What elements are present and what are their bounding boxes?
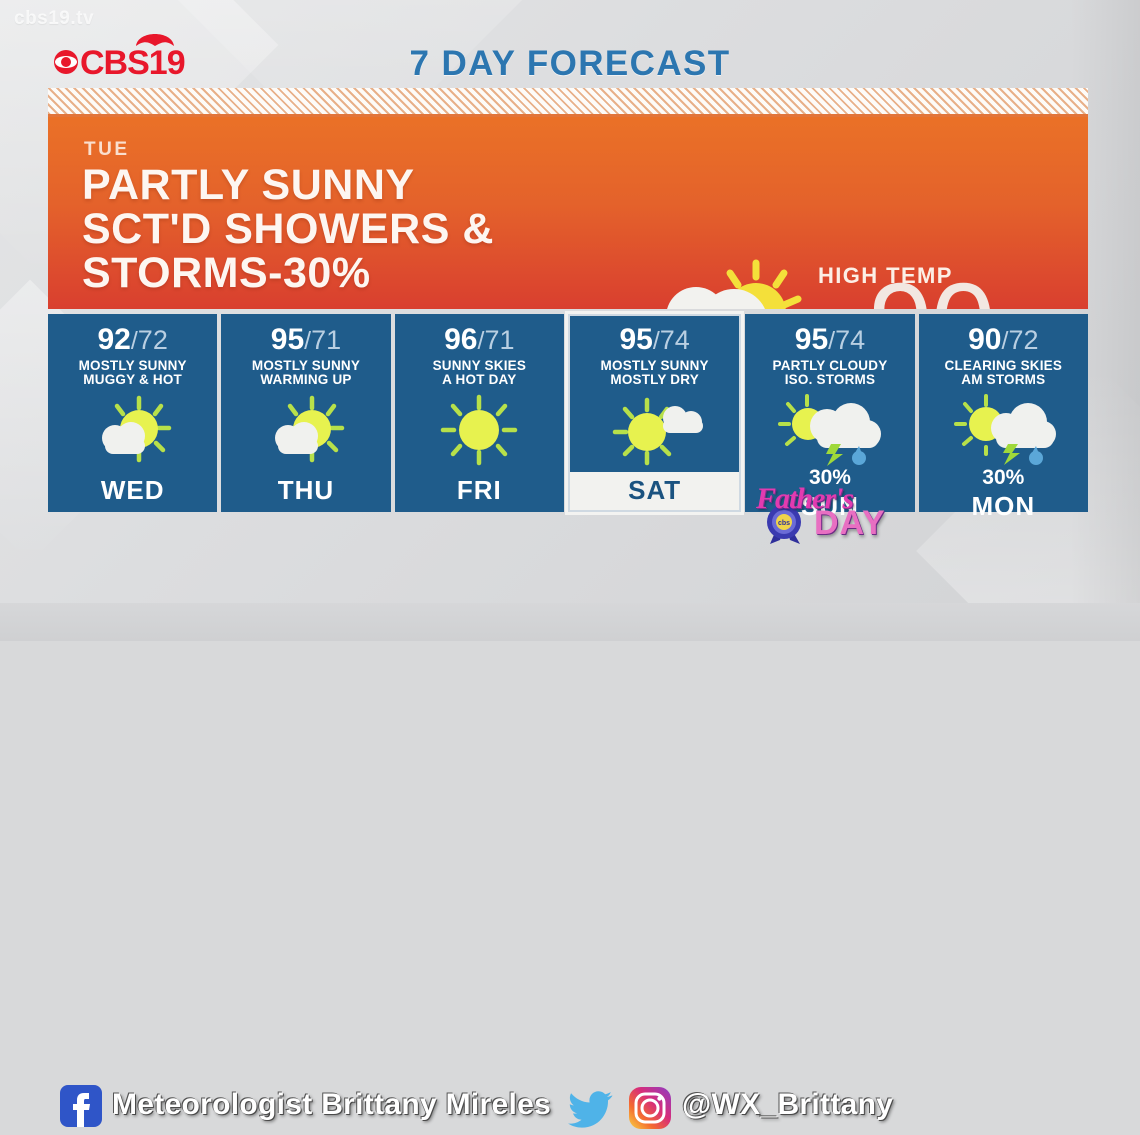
description: MOSTLY SUNNY MUGGY & HOT — [79, 359, 187, 387]
today-condition-line1: PARTLY SUNNY — [82, 161, 415, 209]
high-temp: 95 — [619, 323, 653, 356]
description-line2: AM STORMS — [961, 372, 1046, 387]
sun-behind-small-cloud-icon — [256, 394, 356, 466]
temps: 92/72 — [97, 324, 167, 357]
station-watermark: cbs19.tv — [14, 8, 95, 29]
temps: 90/72 — [968, 324, 1038, 357]
description-line1: CLEARING SKIES — [944, 358, 1063, 373]
temps: 95/74 — [619, 324, 689, 357]
description-line1: MOSTLY SUNNY — [78, 358, 187, 373]
day-name-mon: MON — [971, 491, 1036, 521]
sun-behind-thunderstorm-icon — [948, 394, 1058, 466]
forecast-card-mon[interactable]: 90/72 CLEARING SKIES AM STORMS — [918, 314, 1088, 521]
high-temp-label: HIGH TEMP — [818, 263, 953, 288]
low-temp: 72 — [1008, 325, 1039, 355]
svg-text:CBS19: CBS19 — [80, 44, 185, 82]
striped-divider — [48, 88, 1088, 117]
sun-behind-cloud-with-rain-icon — [638, 257, 828, 309]
description: MOSTLY SUNNY MOSTLY DRY — [601, 359, 709, 387]
temp-separator: / — [652, 327, 660, 355]
sun-behind-small-cloud-icon — [83, 394, 183, 466]
high-temp: 92 — [97, 323, 131, 356]
description-line1: MOSTLY SUNNY — [251, 358, 361, 373]
low-temp: 71 — [484, 325, 515, 355]
temp-separator: / — [1001, 327, 1009, 355]
description-line1: SUNNY SKIES — [432, 358, 527, 373]
description: SUNNY SKIES A HOT DAY — [433, 359, 526, 387]
low-temp: 71 — [311, 325, 342, 355]
forecast-card-fri[interactable]: 96/71 SUNNY SKIES A HOT DAY — [394, 314, 564, 512]
today-condition-line3: STORMS-30% — [82, 249, 371, 297]
forecast-card-sun[interactable]: 95/74 PARTLY CLOUDY ISO. STORMS — [745, 314, 915, 521]
low-temp: 72 — [137, 325, 168, 355]
sun-icon — [429, 394, 529, 466]
temp-separator: / — [477, 327, 485, 355]
description: MOSTLY SUNNY WARMING UP — [252, 359, 360, 387]
day-name-fri: FRI — [456, 475, 502, 505]
social-handle[interactable]: @WX_Brittany — [682, 1088, 894, 1121]
day-name-thu: THU — [277, 475, 335, 505]
high-temp: 96 — [444, 323, 478, 356]
social-footer: Meteorologist Brittany Mireles @WX_Britt… — [0, 540, 1140, 1129]
description-line2: A HOT DAY — [442, 372, 517, 387]
bottom-bar — [0, 603, 1140, 641]
today-forecast-panel: TUE PARTLY SUNNY SCT'D SHOWERS & STORMS-… — [48, 117, 1088, 309]
facebook-icon[interactable] — [60, 1085, 102, 1132]
day-name-sat: SAT — [569, 472, 740, 510]
high-temp: 95 — [270, 323, 305, 356]
description-line1: PARTLY CLOUDY — [772, 358, 888, 373]
today-condition-line2: SCT'D SHOWERS & — [82, 205, 494, 253]
high-temp: 90 — [968, 323, 1002, 356]
low-temp: 74 — [835, 325, 866, 355]
high-temp-value: 90 — [816, 266, 1046, 309]
description-line2: ISO. STORMS — [784, 372, 876, 387]
description-line2: MUGGY & HOT — [83, 372, 183, 387]
forecast-card-sat[interactable]: 95/74 MOSTLY SUNNY MOSTLY DRY — [567, 314, 742, 512]
low-temp: 74 — [659, 325, 690, 355]
temps: 96/71 — [444, 324, 514, 357]
temp-separator: / — [130, 327, 138, 355]
day-name-sun: SUN — [801, 491, 859, 521]
temp-separator: / — [304, 327, 312, 355]
forecast-card-wed[interactable]: 92/72 MOSTLY SUNNY MUGGY & HOT — [48, 314, 218, 512]
page-title: 7 DAY FORECAST — [409, 44, 731, 83]
today-day-label: TUE — [84, 139, 130, 160]
sun-behind-cloud-icon — [603, 394, 707, 466]
day-name-wed: WED — [100, 475, 165, 505]
description-line2: WARMING UP — [260, 372, 352, 387]
temp-separator: / — [828, 327, 836, 355]
temps: 95/74 — [795, 324, 865, 357]
cbs19-logo: CBS19 — [52, 30, 202, 82]
description-line2: MOSTLY DRY — [610, 372, 699, 387]
today-condition: PARTLY SUNNY SCT'D SHOWERS & STORMS-30% — [82, 163, 642, 295]
forecast-cards: 92/72 MOSTLY SUNNY MUGGY & HOT — [48, 314, 1088, 521]
description: PARTLY CLOUDY ISO. STORMS — [773, 359, 888, 387]
facebook-handle[interactable]: Meteorologist Brittany Mireles — [112, 1088, 552, 1121]
description-line1: MOSTLY SUNNY — [600, 358, 709, 373]
forecast-card-thu[interactable]: 95/71 MOSTLY SUNNY WARMING UP — [221, 314, 391, 512]
temps: 95/71 — [271, 324, 341, 357]
precip-probability: 30% — [808, 466, 851, 489]
sun-behind-thunderstorm-icon — [775, 394, 885, 466]
twitter-icon[interactable] — [568, 1089, 614, 1134]
high-temp: 95 — [794, 323, 829, 356]
precip-probability: 30% — [982, 466, 1025, 489]
description: CLEARING SKIES AM STORMS — [945, 359, 1063, 387]
instagram-icon[interactable] — [628, 1086, 672, 1135]
